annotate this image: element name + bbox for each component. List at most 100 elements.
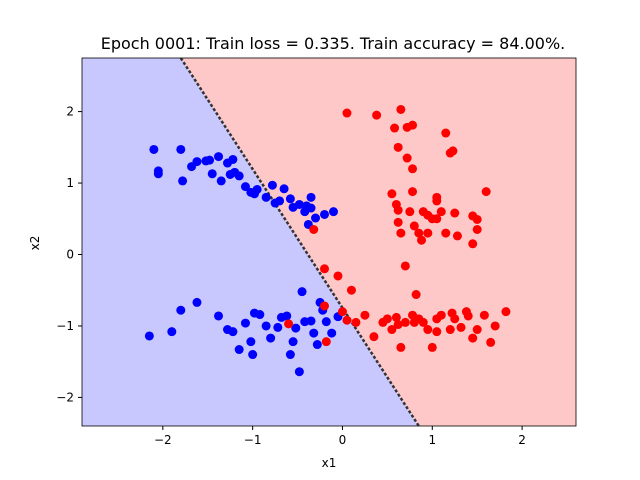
point-series0-58 <box>294 367 304 377</box>
point-series1-41 <box>333 271 343 281</box>
point-series1-15 <box>436 207 446 217</box>
point-series1-72 <box>490 321 500 331</box>
point-series0-32 <box>306 203 316 213</box>
decision-boundary-line <box>179 58 420 426</box>
point-series1-79 <box>320 301 330 311</box>
point-series1-29 <box>452 231 462 241</box>
point-series0-46 <box>246 337 256 347</box>
point-series1-47 <box>369 332 379 342</box>
point-series0-62 <box>309 328 319 338</box>
point-series1-60 <box>423 325 433 335</box>
y-tick-label: 2 <box>66 105 74 119</box>
point-series1-27 <box>441 228 451 238</box>
point-series1-9 <box>408 187 418 197</box>
point-series0-40 <box>192 297 202 307</box>
point-series1-35 <box>472 224 482 234</box>
data-points <box>144 104 511 377</box>
point-series1-40 <box>320 264 330 274</box>
x-tick-label: 2 <box>518 433 526 447</box>
point-series0-49 <box>255 310 265 320</box>
point-series0-41 <box>214 311 224 321</box>
point-series1-6 <box>393 142 403 152</box>
point-series0-54 <box>282 311 292 321</box>
point-series1-76 <box>463 311 473 321</box>
point-series0-2 <box>153 166 163 176</box>
x-tick-label: 0 <box>339 433 347 447</box>
point-series0-33 <box>311 213 321 223</box>
point-series1-23 <box>414 228 424 238</box>
point-series1-42 <box>337 307 347 317</box>
point-series1-38 <box>400 261 410 271</box>
point-series1-75 <box>447 308 457 318</box>
point-series0-51 <box>266 333 276 343</box>
point-series0-9 <box>207 169 217 179</box>
point-series1-2 <box>390 123 400 133</box>
point-series1-22 <box>409 221 419 231</box>
x-axis-ticks: −2 −1 0 1 2 <box>154 426 526 447</box>
y-axis-ticks: −2 −1 0 1 2 <box>56 105 82 404</box>
point-series1-44 <box>342 315 352 325</box>
point-series1-18 <box>393 217 403 227</box>
point-series1-66 <box>456 322 466 332</box>
point-series0-26 <box>285 194 295 204</box>
y-axis-label: x2 <box>28 236 42 251</box>
point-series0-22 <box>267 180 277 190</box>
point-series0-44 <box>234 345 244 355</box>
point-series1-49 <box>382 314 392 324</box>
point-series1-63 <box>436 310 446 320</box>
point-series1-39 <box>309 224 319 234</box>
point-series0-38 <box>167 327 177 337</box>
point-series0-59 <box>297 287 307 297</box>
point-series0-61 <box>306 316 316 326</box>
point-series0-34 <box>320 209 330 219</box>
point-series1-5 <box>408 120 418 130</box>
y-tick-label: 1 <box>66 176 74 190</box>
point-series1-52 <box>393 320 403 330</box>
chart-title: Epoch 0001: Train loss = 0.335. Train ac… <box>101 34 566 53</box>
point-series1-16 <box>387 189 397 199</box>
point-series0-57 <box>291 323 301 333</box>
point-series0-36 <box>306 192 316 202</box>
x-tick-label: −1 <box>244 433 262 447</box>
point-series0-6 <box>192 157 202 167</box>
point-series0-66 <box>321 317 331 327</box>
point-series1-1 <box>372 110 382 120</box>
point-series1-64 <box>445 325 455 335</box>
point-series1-74 <box>432 327 442 337</box>
plot-area <box>82 58 576 426</box>
point-series0-55 <box>285 350 295 360</box>
x-tick-label: 1 <box>428 433 436 447</box>
point-series1-73 <box>501 307 511 317</box>
point-series0-0 <box>149 144 159 154</box>
point-series0-8 <box>205 155 215 165</box>
point-series0-45 <box>240 318 250 328</box>
point-series1-36 <box>468 239 478 249</box>
point-series0-47 <box>248 350 258 360</box>
point-series1-7 <box>402 153 412 163</box>
point-series0-28 <box>294 199 304 209</box>
point-series0-52 <box>273 322 283 332</box>
point-series0-24 <box>275 196 285 206</box>
point-series1-59 <box>418 317 428 327</box>
point-series1-77 <box>321 337 331 347</box>
point-series1-28 <box>450 208 460 218</box>
point-series0-35 <box>328 207 338 217</box>
point-series0-39 <box>176 305 186 315</box>
point-series1-51 <box>391 312 401 322</box>
point-series1-43 <box>346 285 356 295</box>
point-series0-16 <box>234 171 244 181</box>
point-series0-50 <box>261 321 271 331</box>
point-series1-68 <box>468 333 478 343</box>
point-series1-69 <box>472 325 482 335</box>
point-series1-57 <box>411 290 421 300</box>
point-series1-31 <box>448 146 458 156</box>
point-series0-67 <box>327 328 337 338</box>
point-series1-71 <box>486 337 496 347</box>
point-series1-70 <box>479 310 489 320</box>
point-series1-34 <box>472 214 482 224</box>
point-series0-4 <box>178 176 188 186</box>
point-series0-3 <box>176 144 186 154</box>
point-series1-32 <box>441 128 451 138</box>
point-series1-37 <box>481 187 491 197</box>
x-tick-label: −2 <box>154 433 172 447</box>
